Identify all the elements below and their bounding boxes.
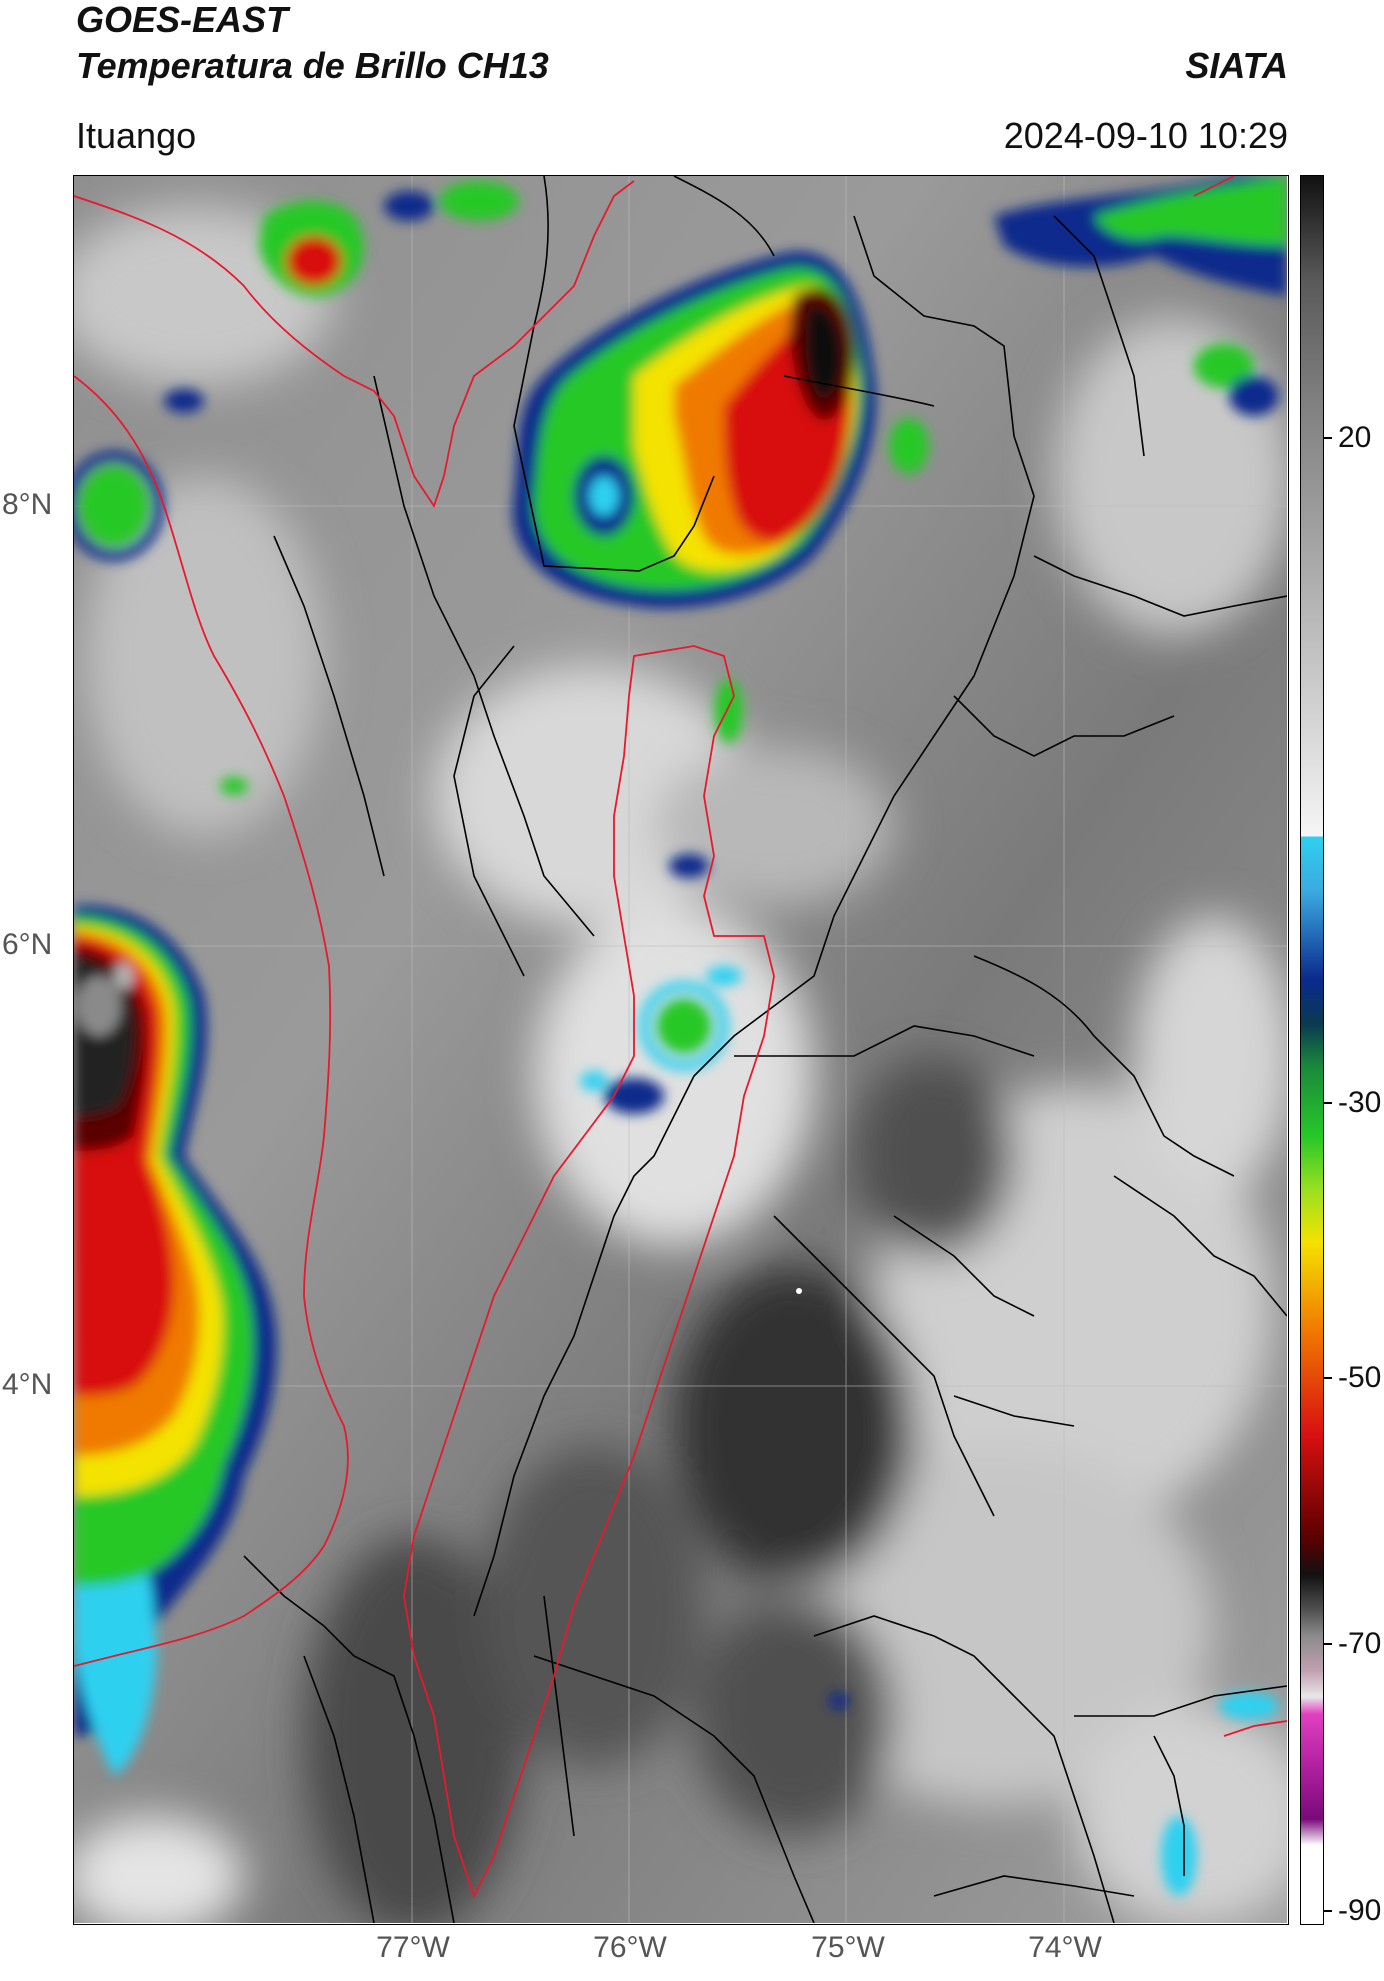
brand-label: SIATA	[1185, 45, 1288, 86]
colorbar-tick-minus30	[1324, 1102, 1332, 1104]
colorbar	[1300, 175, 1324, 1925]
lon-label-77w: 77°W	[376, 1931, 450, 1964]
storm-cell-pacific	[74, 905, 277, 1776]
lon-label-76w: 76°W	[593, 1931, 667, 1964]
colorbar-tick-minus90	[1324, 1910, 1332, 1912]
colorbar-tick-minus70	[1324, 1643, 1332, 1645]
product-title: Temperatura de Brillo CH13	[76, 45, 549, 86]
timestamp-label: 2024-09-10 10:29	[1003, 115, 1288, 156]
cloud-texture	[74, 206, 1287, 1923]
region-outline	[74, 176, 1287, 1899]
site-marker	[796, 1288, 802, 1294]
colorbar-label-minus50: -50	[1338, 1361, 1382, 1394]
storm-cell-north	[512, 251, 876, 609]
figure-header: GOES-EAST Temperatura de Brillo CH13 SIA…	[0, 0, 1384, 175]
colorbar-label-minus90: -90	[1338, 1894, 1382, 1927]
storm-cell-northeast	[994, 176, 1287, 416]
lat-label-6n: 6°N	[2, 928, 53, 961]
admin-borders	[243, 176, 1287, 1923]
lon-label-74w: 74°W	[1028, 1931, 1102, 1964]
colorbar-tick-minus50	[1324, 1377, 1332, 1379]
lat-label-4n: 4°N	[2, 1368, 53, 1401]
storm-cells-central	[220, 418, 1279, 1896]
colorbar-label-20: 20	[1338, 421, 1372, 454]
lon-label-75w: 75°W	[811, 1931, 885, 1964]
map-canvas	[74, 176, 1287, 1923]
satellite-title: GOES-EAST	[76, 0, 289, 40]
colorbar-label-minus70: -70	[1338, 1627, 1382, 1660]
storm-cell-northwest	[74, 181, 519, 561]
satellite-map[interactable]	[73, 175, 1289, 1925]
lat-label-8n: 8°N	[2, 488, 53, 521]
location-label: Ituango	[76, 115, 197, 156]
colorbar-tick-20	[1324, 437, 1332, 439]
colorbar-label-minus30: -30	[1338, 1086, 1382, 1119]
